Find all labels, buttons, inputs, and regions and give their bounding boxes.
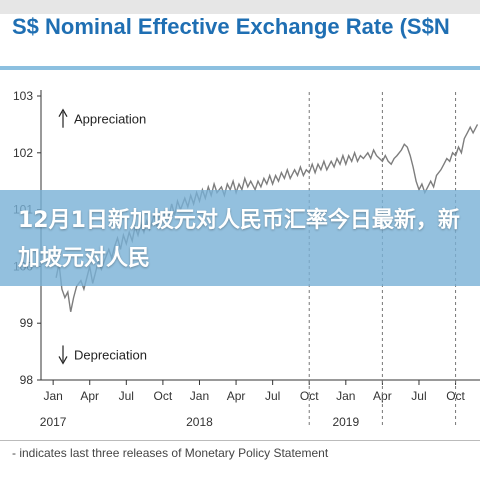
x-tick-label: Jan <box>336 389 355 403</box>
footnote-divider <box>0 440 480 441</box>
y-tick-label: 99 <box>20 316 34 330</box>
y-tick-label: 103 <box>13 89 33 103</box>
x-tick-label: Apr <box>80 389 99 403</box>
x-tick-label: Apr <box>227 389 246 403</box>
x-tick-label: Jul <box>411 389 426 403</box>
title-underline <box>0 66 480 70</box>
x-tick-label: Jul <box>265 389 280 403</box>
x-tick-label: Jul <box>119 389 134 403</box>
year-label: 2017 <box>40 415 67 429</box>
x-tick-label: Oct <box>300 389 319 403</box>
top-gray-bar <box>0 0 480 14</box>
year-label: 2019 <box>332 415 359 429</box>
arrow-down-head-icon <box>58 356 68 365</box>
chart-annotations: Appreciation Depreciation <box>58 108 147 365</box>
arrow-up-head-icon <box>58 108 68 118</box>
x-tick-label: Oct <box>446 389 465 403</box>
y-tick-label: 98 <box>20 373 34 387</box>
x-tick-label: Jan <box>190 389 209 403</box>
chart-title: S$ Nominal Effective Exchange Rate (S$N <box>12 14 450 39</box>
x-tick-label: Jan <box>43 389 62 403</box>
mps-release-lines <box>308 92 457 426</box>
headline-overlay: 12月1日新加坡元对人民币汇率今日最新，新加坡元对人民 <box>0 190 480 286</box>
y-tick-label: 102 <box>13 146 33 160</box>
x-tick-label: Oct <box>154 389 173 403</box>
depreciation-label: Depreciation <box>74 347 147 362</box>
headline-text: 12月1日新加坡元对人民币汇率今日最新，新加坡元对人民 <box>18 208 460 271</box>
appreciation-label: Appreciation <box>74 112 146 127</box>
footnote: - indicates last three releases of Monet… <box>12 446 329 460</box>
year-label: 2018 <box>186 415 213 429</box>
x-tick-label: Apr <box>373 389 392 403</box>
